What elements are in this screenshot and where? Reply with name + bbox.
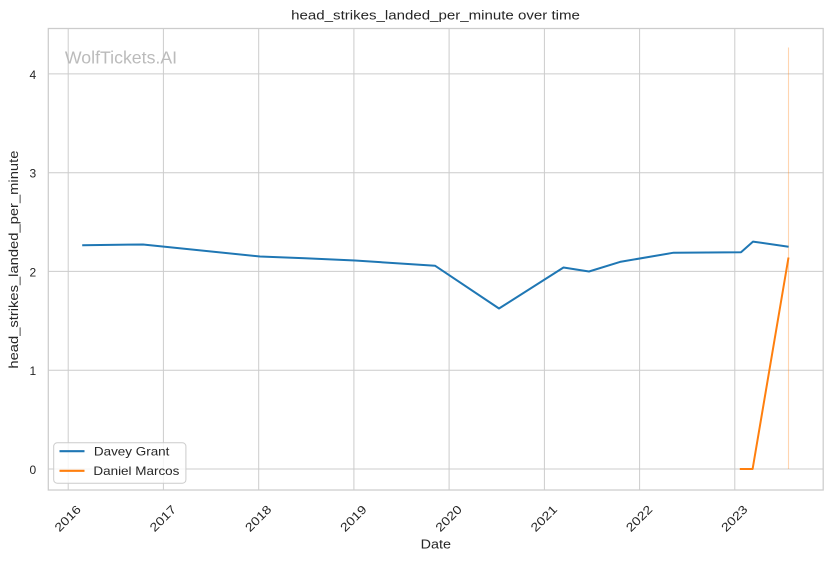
svg-text:2: 2 [29,265,36,279]
svg-text:Davey Grant: Davey Grant [94,445,170,459]
svg-text:head_strikes_landed_per_minute: head_strikes_landed_per_minute [7,151,21,369]
svg-text:Daniel Marcos: Daniel Marcos [93,464,179,478]
svg-text:1: 1 [29,364,36,378]
svg-text:3: 3 [29,167,36,181]
svg-text:WolfTickets.AI: WolfTickets.AI [65,48,177,68]
svg-text:Date: Date [421,537,451,551]
svg-text:0: 0 [29,463,36,477]
svg-text:head_strikes_landed_per_minute: head_strikes_landed_per_minute over time [291,8,580,22]
svg-text:4: 4 [29,68,36,82]
